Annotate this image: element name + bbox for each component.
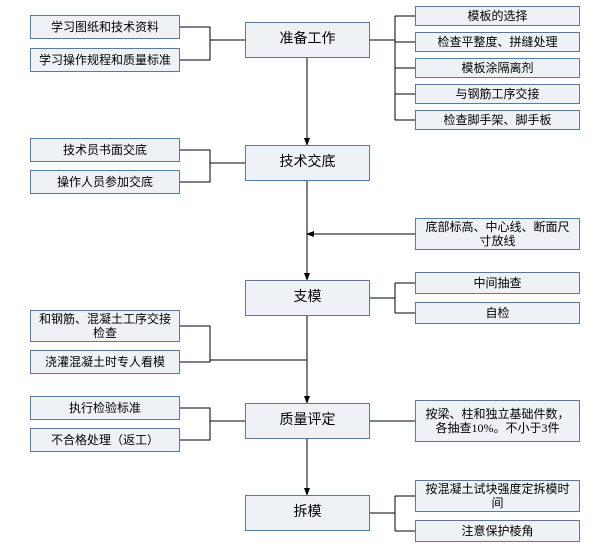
node-label: 和钢筋、混凝土工序交接检查 (35, 312, 175, 341)
node-r5b: 注意保护棱角 (415, 520, 580, 542)
node-label: 技术员书面交底 (63, 143, 147, 157)
node-label: 模板的选择 (467, 9, 527, 23)
node-r1c: 模板涂隔离剂 (415, 58, 580, 78)
node-tech-brief: 技术交底 (245, 145, 370, 181)
node-label: 不合格处理（返工） (51, 433, 159, 447)
node-r3b: 中间抽查 (415, 272, 580, 294)
node-r5a: 按混凝土试块强度定拆模时间 (415, 480, 580, 512)
node-label: 模板涂隔离剂 (461, 61, 533, 75)
node-l4a: 执行检验标准 (30, 396, 180, 420)
node-label: 注意保护棱角 (461, 524, 533, 538)
node-l1b: 学习操作规程和质量标准 (30, 48, 180, 72)
node-label: 检查平整度、拼缝处理 (437, 35, 557, 49)
node-l3a: 和钢筋、混凝土工序交接检查 (30, 310, 180, 342)
node-r3c: 自检 (415, 302, 580, 324)
node-label: 检查脚手架、脚手板 (443, 113, 551, 127)
node-label: 学习图纸和技术资料 (51, 20, 159, 34)
node-r1e: 检查脚手架、脚手板 (415, 110, 580, 130)
node-label: 按混凝土试块强度定拆模时间 (420, 482, 575, 511)
node-label: 自检 (485, 306, 509, 320)
node-prepare: 准备工作 (245, 22, 370, 58)
node-demold: 拆模 (245, 495, 370, 531)
node-label: 质量评定 (280, 413, 336, 430)
node-label: 支模 (294, 290, 322, 307)
node-label: 与钢筋工序交接 (455, 87, 539, 101)
node-label: 按梁、柱和独立基础件数，各抽查10%。不小于3件 (420, 407, 575, 436)
node-label: 中间抽查 (473, 276, 521, 290)
node-r1a: 模板的选择 (415, 6, 580, 26)
node-label: 技术交底 (280, 155, 336, 172)
node-label: 浇灌混凝土时专人看模 (45, 355, 165, 369)
node-r3a: 底部标高、中心线、断面尺寸放线 (415, 218, 580, 250)
node-l1a: 学习图纸和技术资料 (30, 15, 180, 39)
node-label: 拆模 (294, 505, 322, 522)
node-l4b: 不合格处理（返工） (30, 428, 180, 452)
node-l3b: 浇灌混凝土时专人看模 (30, 350, 180, 374)
node-r4a: 按梁、柱和独立基础件数，各抽查10%。不小于3件 (415, 400, 580, 442)
node-label: 准备工作 (280, 32, 336, 49)
node-r1d: 与钢筋工序交接 (415, 84, 580, 104)
node-label: 底部标高、中心线、断面尺寸放线 (420, 220, 575, 249)
node-formwork: 支模 (245, 280, 370, 316)
node-l2b: 操作人员参加交底 (30, 170, 180, 194)
node-r1b: 检查平整度、拼缝处理 (415, 32, 580, 52)
node-label: 执行检验标准 (69, 401, 141, 415)
node-label: 学习操作规程和质量标准 (39, 53, 171, 67)
node-label: 操作人员参加交底 (57, 175, 153, 189)
node-quality: 质量评定 (245, 403, 370, 439)
node-l2a: 技术员书面交底 (30, 138, 180, 162)
